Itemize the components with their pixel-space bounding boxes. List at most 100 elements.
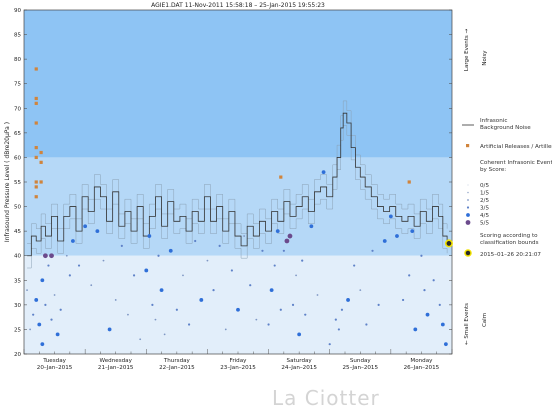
artificial-release-marker (34, 180, 38, 184)
event-point (49, 253, 54, 259)
event-point (236, 307, 240, 312)
infrasound-chart: AGIE1.DAT 11-Nov-2011 15:58:18 – 25-Jan-… (4, 2, 552, 371)
y-axis-label: Infrasound Pressure Level ( dBre20µPa ) (4, 122, 11, 242)
event-point (151, 303, 154, 306)
x-day-label: Tuesday (42, 358, 66, 364)
event-point (102, 259, 105, 262)
y-tick-label: 30 (14, 303, 21, 309)
event-point (420, 254, 423, 257)
band-2 (24, 255, 452, 354)
event-point (53, 294, 56, 296)
event-point (194, 239, 197, 243)
y-tick-label: 25 (14, 327, 21, 333)
x-date-label: 25–Jan–2015 (342, 365, 378, 371)
event-point (47, 264, 50, 267)
y-tick-label: 45 (14, 229, 21, 235)
legend-score-label: 4/5 (480, 213, 489, 219)
event-point (68, 274, 71, 277)
legend-latest-label: 2015–01–26 20:21:07 (480, 252, 541, 258)
small-events-label: ← Small Events (464, 303, 470, 345)
legend-score-swatch (467, 191, 469, 194)
event-point (413, 327, 418, 332)
plot-frame (23, 9, 453, 355)
x-date-label: 23–Jan–2015 (220, 365, 256, 371)
event-point (291, 303, 295, 306)
event-point (77, 264, 81, 267)
event-point (26, 289, 28, 292)
y-tick-label: 50 (14, 205, 21, 211)
x-day-label: Monday (410, 358, 433, 364)
event-point (249, 284, 252, 287)
event-point (267, 323, 270, 326)
event-point (388, 214, 393, 219)
artificial-release-marker (407, 180, 411, 184)
event-point (107, 327, 112, 332)
chart-title: AGIE1.DAT 11-Nov-2011 15:58:18 – 25-Jan-… (151, 2, 325, 9)
event-point (59, 308, 62, 311)
noise-line (27, 112, 448, 257)
event-point (199, 298, 204, 302)
legend-artificial-swatch (466, 144, 470, 148)
event-point (218, 244, 221, 247)
event-point (371, 249, 374, 252)
event-point (279, 308, 282, 311)
y-tick-label: 40 (14, 254, 21, 260)
band-0 (24, 10, 452, 158)
artificial-release-marker (34, 146, 38, 150)
y-tick-label: 35 (14, 278, 21, 284)
event-point (144, 268, 149, 273)
event-point (95, 229, 100, 234)
event-point (50, 318, 53, 321)
artificial-release-marker (39, 150, 43, 155)
y-tick-label: 90 (14, 8, 21, 14)
event-point (438, 303, 441, 306)
event-point (139, 338, 142, 341)
legend-score-swatch (466, 213, 470, 217)
event-point (44, 303, 47, 306)
event-point (440, 322, 445, 327)
x-date-label: 24–Jan–2015 (281, 365, 317, 371)
event-point (297, 332, 302, 337)
event-point (284, 238, 290, 244)
x-day-label: Friday (230, 358, 248, 364)
event-point (32, 313, 35, 316)
artificial-release-marker (39, 180, 43, 184)
event-point (425, 312, 430, 317)
legend-score-label: 1/5 (480, 191, 489, 197)
event-point (359, 289, 362, 292)
large-events-label: Large Events → (464, 29, 470, 72)
event-point (206, 259, 209, 262)
artificial-release-marker (34, 67, 38, 71)
legend-coherent-title: by Score: (480, 167, 506, 173)
event-point (132, 274, 136, 277)
legend-noise-label: Background Noise (480, 125, 531, 131)
artificial-release-marker (34, 155, 38, 160)
event-point (304, 313, 307, 316)
legend-score-label: 5/5 (480, 221, 489, 227)
event-point (71, 239, 75, 243)
legend-score-swatch (467, 184, 469, 186)
latest-event-marker (444, 239, 453, 248)
legend-coherent-title: Coherent Infrasonic Events, (480, 160, 552, 166)
event-point (301, 259, 304, 262)
y-tick-label: 55 (14, 180, 21, 186)
event-point (346, 298, 350, 302)
event-point (365, 323, 368, 326)
event-point (295, 274, 297, 277)
event-point (287, 233, 293, 239)
noise-envelope-lower (27, 125, 448, 269)
event-point (275, 229, 280, 234)
legend-score-label: 0/5 (480, 183, 489, 189)
event-point (321, 170, 326, 175)
artificial-release-marker (39, 160, 43, 164)
x-date-label: 26–Jan–2015 (404, 365, 440, 371)
event-point (353, 264, 356, 267)
y-tick-label: 65 (14, 131, 21, 137)
event-point (410, 229, 415, 234)
artificial-release-marker (34, 101, 38, 105)
event-point (230, 269, 233, 272)
y-tick-label: 70 (14, 106, 21, 112)
calm-label: Calm (482, 313, 488, 327)
legend-score-swatch (467, 199, 469, 201)
event-point (182, 274, 184, 277)
